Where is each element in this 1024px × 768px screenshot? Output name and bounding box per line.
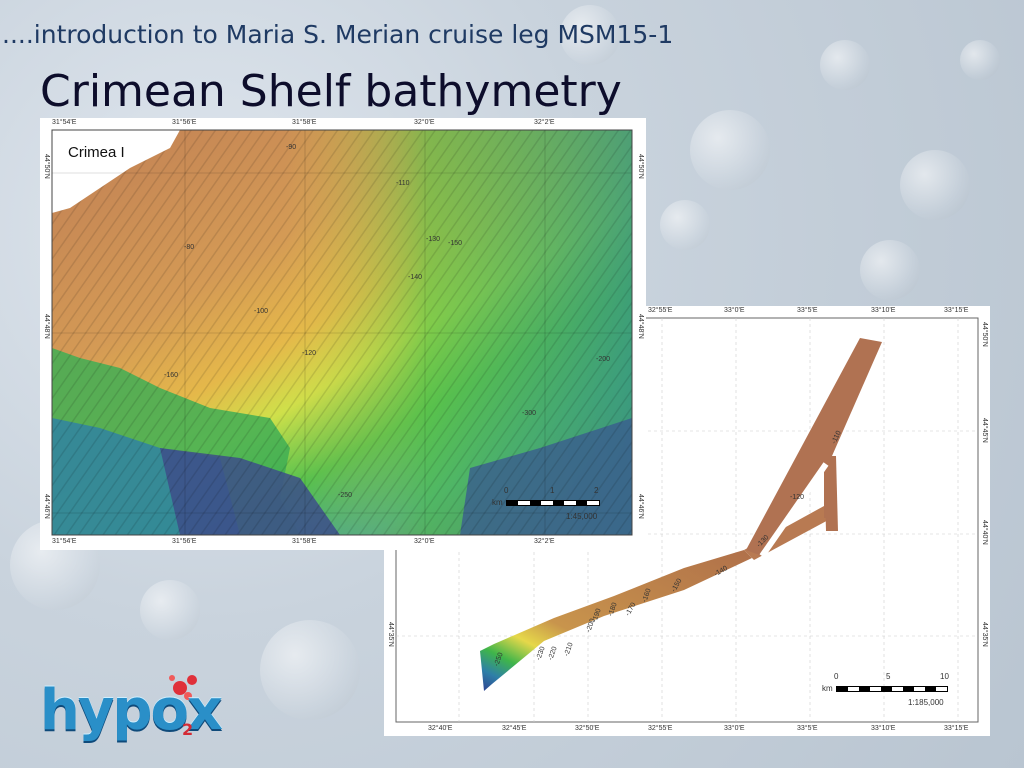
- map1-bottom-tick: 31°58'E: [292, 538, 317, 545]
- map1-contour-label: -110: [396, 180, 410, 187]
- map1-scale-bar: 0 1 2 km 1:45,000: [492, 486, 602, 526]
- map2-bottom-tick: 32°55'E: [648, 725, 673, 732]
- background-bubble: [560, 5, 620, 65]
- map2-top-tick: 33°5'E: [797, 307, 818, 314]
- map1-right-tick: 44°48'N: [637, 314, 644, 339]
- map1-contour-label: -80: [184, 244, 195, 251]
- map2-bottom-tick: 32°40'E: [428, 725, 453, 732]
- map1-right-tick: 44°50'N: [637, 154, 644, 179]
- map1-right-tick: 44°46'N: [637, 494, 644, 519]
- detail-map-graphic: [51, 129, 633, 536]
- hypox-logo-text: hypox: [40, 678, 223, 743]
- map1-land-label: Crimea I: [68, 144, 125, 161]
- scale-units: km: [492, 498, 503, 507]
- background-bubble: [860, 240, 920, 300]
- map1-contour-label: -250: [338, 492, 353, 499]
- map2-right-tick: 44°50'N: [981, 322, 988, 347]
- detail-bathymetry-map: Crimea I 31°54'E 31°56'E 31°58'E 32°0'E …: [40, 118, 646, 550]
- background-bubble: [960, 40, 1000, 80]
- map2-bottom-tick: 33°0'E: [724, 725, 745, 732]
- map2-scale-bar: 0 5 10 km 1:185,000: [822, 672, 949, 712]
- map1-contour-label: -130: [426, 236, 441, 243]
- scale-ratio: 1:185,000: [908, 698, 944, 707]
- map2-bottom-tick: 33°5'E: [797, 725, 818, 732]
- map2-right-tick: 44°45'N: [981, 418, 988, 443]
- scale-segments: [836, 686, 948, 692]
- map1-contour-label: -100: [254, 308, 269, 315]
- map1-top-tick: 31°54'E: [52, 119, 77, 126]
- map1-contour-label: -300: [522, 410, 537, 417]
- scale-ratio: 1:45,000: [566, 512, 598, 521]
- map2-right-tick: 44°35'N: [981, 622, 988, 647]
- background-bubble: [820, 40, 870, 90]
- background-bubble: [690, 110, 770, 190]
- map1-contour-label: -120: [302, 350, 317, 357]
- map1-bottom-tick: 31°54'E: [52, 538, 77, 545]
- scale-mark: 0: [504, 486, 509, 495]
- hypox-logo-subscript: 2: [182, 720, 194, 739]
- slide-title: Crimean Shelf bathymetry: [40, 66, 622, 117]
- map1-left-tick: 44°48'N: [43, 314, 50, 339]
- scale-mark: 2: [594, 486, 599, 495]
- map1-left-tick: 44°50'N: [43, 154, 50, 179]
- map1-top-tick: 31°58'E: [292, 119, 317, 126]
- map2-top-tick: 33°15'E: [944, 307, 969, 314]
- map1-contour-label: -160: [164, 372, 179, 379]
- map1-bottom-tick: 31°56'E: [172, 538, 197, 545]
- scale-mark: 5: [886, 672, 891, 681]
- hypox-logo-graphic: [169, 675, 197, 700]
- map1-contour-label: -150: [448, 240, 463, 247]
- map2-bottom-tick: 32°45'E: [502, 725, 527, 732]
- slide-subtitle: ....introduction to Maria S. Merian crui…: [2, 20, 674, 49]
- map2-bottom-tick: 33°15'E: [944, 725, 969, 732]
- hypox-logo: hypox 2: [40, 668, 250, 762]
- background-bubble: [260, 620, 360, 720]
- map1-top-tick: 31°56'E: [172, 119, 197, 126]
- map2-contour-label: -120: [790, 494, 805, 501]
- scale-mark: 0: [834, 672, 839, 681]
- map1-bottom-tick: 32°2'E: [534, 538, 555, 545]
- background-bubble: [660, 200, 710, 250]
- map1-left-tick: 44°46'N: [43, 494, 50, 519]
- background-bubble: [140, 580, 200, 640]
- map2-top-tick: 33°0'E: [724, 307, 745, 314]
- map2-right-tick: 44°40'N: [981, 520, 988, 545]
- scale-mark: 10: [940, 672, 949, 681]
- map1-contour-label: -140: [408, 274, 423, 281]
- map1-top-tick: 32°2'E: [534, 119, 555, 126]
- scale-units: km: [822, 684, 833, 693]
- map2-bottom-tick: 32°50'E: [575, 725, 600, 732]
- map1-bottom-tick: 32°0'E: [414, 538, 435, 545]
- scale-segments: [506, 500, 600, 506]
- map1-top-tick: 32°0'E: [414, 119, 435, 126]
- background-bubble: [900, 150, 970, 220]
- map2-top-tick: 33°10'E: [871, 307, 896, 314]
- map2-left-tick: 44°35'N: [387, 622, 394, 647]
- map1-contour-label: -200: [596, 356, 611, 363]
- map1-contour-label: -90: [286, 144, 297, 151]
- scale-mark: 1: [550, 486, 555, 495]
- map2-top-tick: 32°55'E: [648, 307, 673, 314]
- map2-bottom-tick: 33°10'E: [871, 725, 896, 732]
